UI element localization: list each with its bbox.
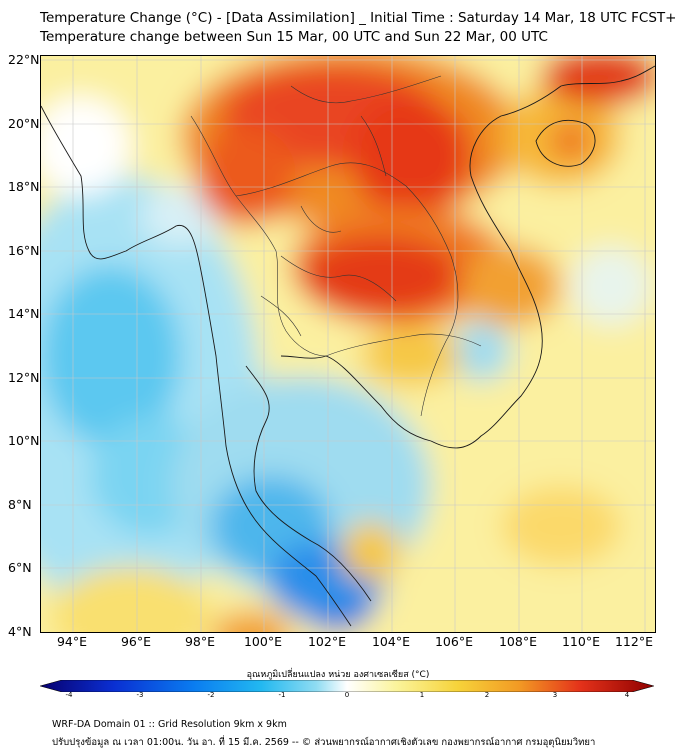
lat-label: 18°N <box>8 179 40 194</box>
country-borders <box>190 75 482 417</box>
colorbar-tick: 4 <box>624 691 630 699</box>
lat-label: 20°N <box>8 116 40 131</box>
lon-label: 94°E <box>56 634 88 649</box>
lat-label: 4°N <box>8 624 32 639</box>
lon-label: 108°E <box>498 634 537 649</box>
colorbar-tick: -2 <box>207 691 215 699</box>
lon-label: 100°E <box>243 634 282 649</box>
lat-label: 6°N <box>8 560 32 575</box>
lon-label: 104°E <box>371 634 410 649</box>
lat-label: 8°N <box>8 497 32 512</box>
lat-label: 12°N <box>8 370 40 385</box>
temperature-field <box>41 56 655 632</box>
colorbar-tick: -1 <box>278 691 286 699</box>
lon-label: 106°E <box>434 634 473 649</box>
map-title-line1: Temperature Change (°C) - [Data Assimila… <box>40 10 676 26</box>
lon-label: 112°E <box>614 634 653 649</box>
colorbar-bar <box>40 680 654 692</box>
map-title-line2: Temperature change between Sun 15 Mar, 0… <box>40 29 548 45</box>
temperature-change-map <box>40 55 656 633</box>
lon-label: 102°E <box>307 634 346 649</box>
colorbar-tick: 1 <box>419 691 425 699</box>
colorbar-tick: 3 <box>552 691 558 699</box>
footer-credit: ปรับปรุงข้อมูล ณ เวลา 01:00น. วัน อา. ที… <box>52 737 596 748</box>
footer-domain-info: WRF-DA Domain 01 :: Grid Resolution 9km … <box>52 719 287 730</box>
colorbar-tick: 0 <box>344 691 350 699</box>
coastlines <box>41 65 655 627</box>
colorbar-tick: -4 <box>65 691 73 699</box>
lon-label: 110°E <box>561 634 600 649</box>
colorbar-title: อุณหภูมิเปลี่ยนแปลง หน่วย องศาเซลเซียส (… <box>246 670 430 680</box>
colorbar <box>40 680 654 692</box>
lat-label: 10°N <box>8 433 40 448</box>
lat-label: 16°N <box>8 243 40 258</box>
colorbar-tick: -3 <box>136 691 144 699</box>
lat-label: 14°N <box>8 306 40 321</box>
lat-label: 22°N <box>8 52 40 67</box>
map-canvas <box>41 56 655 632</box>
lon-label: 96°E <box>120 634 152 649</box>
lon-label: 98°E <box>184 634 216 649</box>
colorbar-tick: 2 <box>484 691 490 699</box>
graticule <box>41 56 655 632</box>
